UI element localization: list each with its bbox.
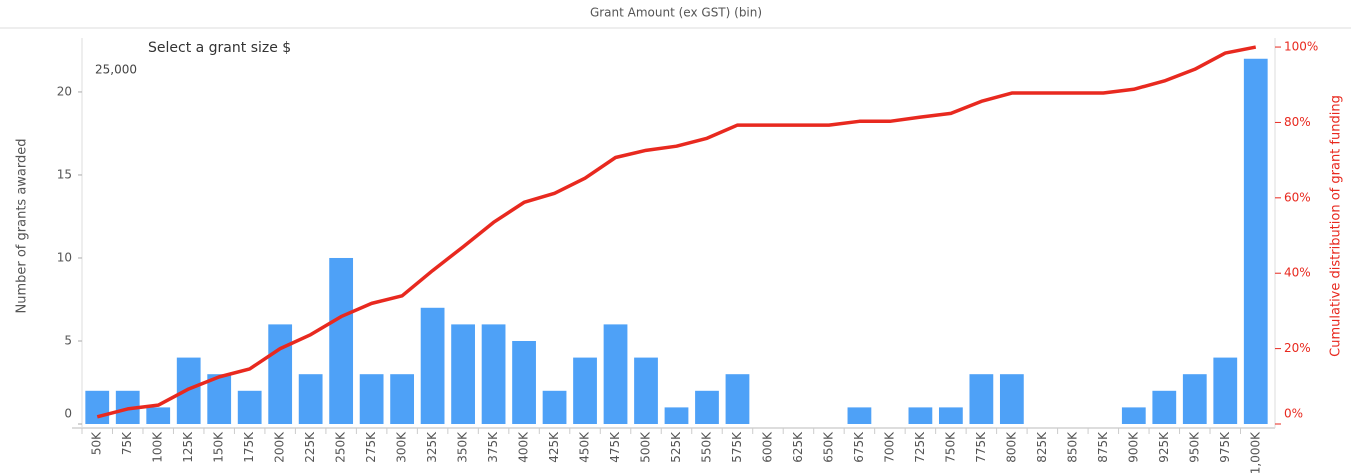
parameter-label[interactable]: Select a grant size $ bbox=[148, 40, 291, 56]
parameter-value[interactable]: 25,000 bbox=[95, 63, 137, 77]
x-tick-label: 375K bbox=[486, 431, 500, 463]
bar bbox=[146, 407, 171, 424]
bar bbox=[1213, 357, 1238, 424]
x-tick-label: 875K bbox=[1096, 431, 1110, 463]
x-tick-label: 50K bbox=[90, 431, 104, 455]
bar bbox=[207, 374, 232, 424]
y2-tick-label: 20% bbox=[1284, 341, 1311, 355]
bar bbox=[664, 407, 689, 424]
bar bbox=[542, 390, 567, 424]
y-axis-label: Number of grants awarded bbox=[15, 138, 30, 313]
x-tick-label: 800K bbox=[1004, 431, 1018, 463]
chart-title: Grant Amount (ex GST) (bin) bbox=[590, 6, 762, 20]
y-tick-label: 20 bbox=[57, 84, 72, 98]
x-tick-label: 775K bbox=[974, 431, 988, 463]
x-tick-label: 975K bbox=[1218, 431, 1232, 463]
x-tick-label: 825K bbox=[1035, 431, 1049, 463]
x-tick-label: 100K bbox=[151, 431, 165, 463]
bar bbox=[85, 390, 110, 424]
x-tick-label: 400K bbox=[517, 431, 531, 463]
x-tick-label: 650K bbox=[821, 431, 835, 463]
bar bbox=[451, 324, 475, 424]
bar bbox=[329, 257, 354, 424]
bar bbox=[481, 324, 506, 424]
y2-axis-label: Cumulative distribution of grant funding bbox=[1329, 95, 1344, 357]
x-tick-label: 625K bbox=[791, 431, 805, 463]
bar bbox=[359, 374, 384, 424]
bar bbox=[725, 374, 750, 424]
bar bbox=[1152, 390, 1177, 424]
y2-tick-label: 80% bbox=[1284, 115, 1311, 129]
y2-tick-label: 100% bbox=[1284, 40, 1318, 54]
x-tick-label: 925K bbox=[1157, 431, 1171, 463]
bar bbox=[512, 340, 536, 424]
bar bbox=[908, 407, 933, 424]
bar bbox=[603, 324, 628, 424]
bar bbox=[390, 374, 415, 424]
y-tick-label: 10 bbox=[57, 250, 72, 264]
x-tick-label: 600K bbox=[760, 431, 774, 463]
y-tick-label: 15 bbox=[57, 167, 72, 181]
x-tick-label: 900K bbox=[1126, 431, 1140, 463]
bar bbox=[573, 357, 597, 424]
y-tick-label: 5 bbox=[64, 333, 72, 347]
x-tick-label: 675K bbox=[852, 431, 866, 463]
bar bbox=[1182, 374, 1207, 424]
x-tick-label: 300K bbox=[395, 431, 409, 463]
x-tick-label: 275K bbox=[364, 431, 378, 463]
bar bbox=[999, 374, 1024, 424]
bar bbox=[268, 324, 293, 424]
bar bbox=[1243, 58, 1268, 425]
bar bbox=[938, 407, 963, 424]
x-tick-label: 500K bbox=[639, 431, 653, 463]
bar bbox=[847, 407, 872, 424]
y2-tick-label: 0% bbox=[1284, 407, 1303, 421]
x-tick-label: 125K bbox=[181, 431, 195, 463]
y2-tick-label: 60% bbox=[1284, 190, 1311, 204]
bar bbox=[634, 357, 658, 424]
bar bbox=[969, 374, 994, 424]
bar bbox=[695, 390, 719, 424]
x-tick-label: 150K bbox=[212, 431, 226, 463]
x-tick-label: 250K bbox=[334, 431, 348, 463]
x-tick-label: 725K bbox=[913, 431, 927, 463]
y-tick-label: 0 bbox=[64, 407, 72, 421]
x-tick-label: 850K bbox=[1065, 431, 1079, 463]
bar bbox=[237, 390, 262, 424]
x-tick-label: 950K bbox=[1187, 431, 1201, 463]
x-tick-label: 225K bbox=[303, 431, 317, 463]
x-tick-label: 75K bbox=[120, 431, 134, 455]
x-tick-label: 175K bbox=[242, 431, 256, 463]
x-tick-label: 575K bbox=[730, 431, 744, 463]
x-tick-label: 700K bbox=[882, 431, 896, 463]
x-tick-label: 750K bbox=[943, 431, 957, 463]
x-tick-label: 200K bbox=[273, 431, 287, 463]
x-tick-label: 350K bbox=[456, 431, 470, 463]
x-tick-label: 475K bbox=[608, 431, 622, 463]
line bbox=[96, 45, 1257, 419]
x-tick-label: 550K bbox=[699, 431, 713, 463]
x-tick-label: 1,000K bbox=[1248, 431, 1262, 474]
bar bbox=[298, 374, 323, 424]
x-tick-label: 525K bbox=[669, 431, 683, 463]
bar bbox=[1121, 407, 1146, 424]
x-tick-label: 325K bbox=[425, 431, 439, 463]
x-tick-label: 450K bbox=[578, 431, 592, 463]
y2-tick-label: 40% bbox=[1284, 266, 1311, 280]
x-tick-label: 425K bbox=[547, 431, 561, 463]
bar bbox=[420, 307, 445, 424]
